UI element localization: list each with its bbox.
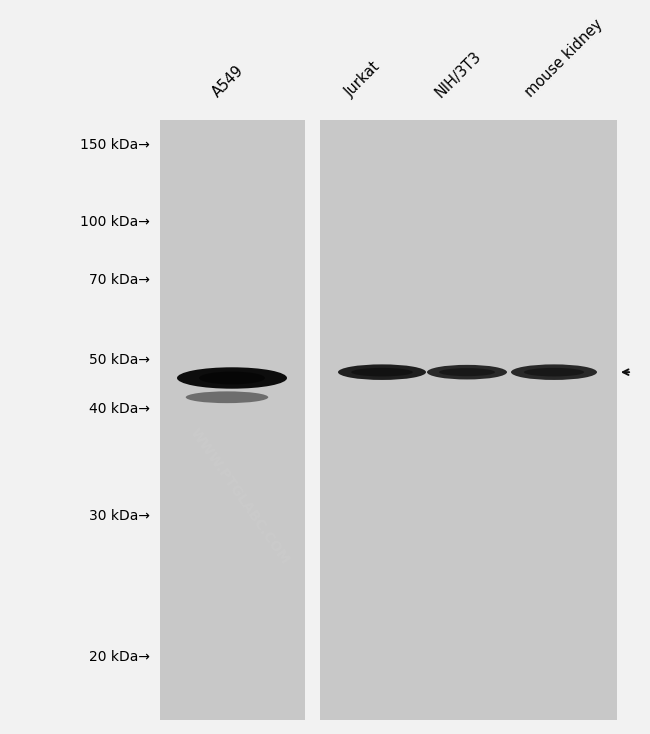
Ellipse shape — [338, 364, 426, 380]
Ellipse shape — [511, 364, 597, 380]
Text: 20 kDa→: 20 kDa→ — [89, 650, 150, 664]
Ellipse shape — [199, 371, 265, 385]
Text: 50 kDa→: 50 kDa→ — [89, 354, 150, 368]
Text: A549: A549 — [209, 62, 246, 100]
Text: WWW.PTGLABC.COM: WWW.PTGLABC.COM — [188, 426, 292, 567]
Text: 150 kDa→: 150 kDa→ — [80, 137, 150, 151]
Bar — [160, 120, 305, 720]
Ellipse shape — [177, 367, 287, 389]
Bar — [320, 120, 617, 720]
Ellipse shape — [427, 365, 507, 379]
Text: 40 kDa→: 40 kDa→ — [89, 402, 150, 416]
Text: Jurkat: Jurkat — [343, 59, 384, 100]
Ellipse shape — [351, 368, 413, 377]
Text: 100 kDa→: 100 kDa→ — [80, 215, 150, 229]
Ellipse shape — [186, 391, 268, 403]
Text: NIH/3T3: NIH/3T3 — [433, 48, 484, 100]
Text: mouse kidney: mouse kidney — [523, 17, 606, 100]
Text: 70 kDa→: 70 kDa→ — [89, 273, 150, 287]
Ellipse shape — [439, 368, 495, 376]
Ellipse shape — [524, 368, 584, 377]
Text: 30 kDa→: 30 kDa→ — [89, 509, 150, 523]
